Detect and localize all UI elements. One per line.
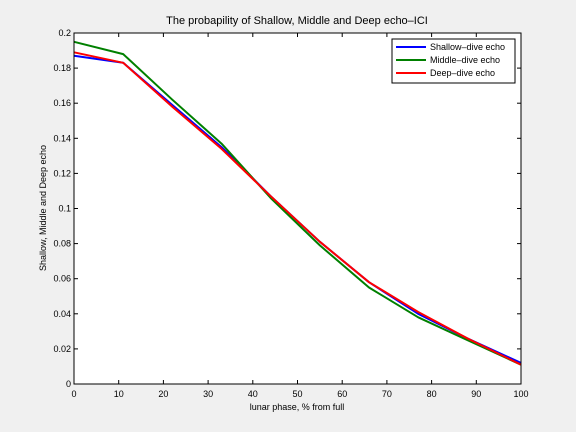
chart-title: The probapility of Shallow, Middle and D… (166, 15, 428, 27)
legend-label-1: Middle–dive echo (430, 55, 500, 65)
x-tick-label: 80 (427, 389, 437, 399)
y-tick-label: 0.2 (58, 28, 71, 38)
x-tick-label: 50 (292, 389, 302, 399)
y-tick-label: 0.16 (53, 98, 71, 108)
y-tick-label: 0 (66, 379, 71, 389)
x-tick-label: 60 (337, 389, 347, 399)
x-axis-label: lunar phase, % from full (250, 402, 345, 412)
x-tick-label: 20 (158, 389, 168, 399)
x-tick-label: 70 (382, 389, 392, 399)
legend: Shallow–dive echo Middle–dive echo Deep–di… (391, 38, 516, 84)
plot-area (74, 33, 521, 384)
x-tick-label: 30 (203, 389, 213, 399)
x-tick-label: 90 (471, 389, 481, 399)
y-tick-label: 0.08 (53, 239, 71, 249)
x-tick-label: 40 (248, 389, 258, 399)
legend-label-0: Shallow–dive echo (430, 42, 505, 52)
series-line-1 (73, 40, 522, 366)
y-tick-label: 0.02 (53, 344, 71, 354)
y-axis-label: Shallow, Middle and Deep echo (38, 145, 48, 271)
y-tick-label: 0.12 (53, 168, 71, 178)
legend-label-2: Deep–dive echo (430, 68, 495, 78)
series-line-2 (73, 51, 522, 366)
axes-box (73, 32, 522, 385)
y-tick-label: 0.04 (53, 309, 71, 319)
x-tick-label: 100 (513, 389, 528, 399)
series-layer (73, 40, 522, 366)
y-tick-label: 0.06 (53, 274, 71, 284)
ticks-layer: 0 10 20 30 40 50 60 70 80 90 100 0 0.02 0.04 0.06 0.08 0… (53, 28, 528, 399)
x-tick-label: 10 (114, 389, 124, 399)
y-tick-label: 0.18 (53, 63, 71, 73)
x-tick-label: 0 (71, 389, 76, 399)
y-tick-label: 0.14 (53, 133, 71, 143)
y-tick-label: 0.1 (58, 204, 71, 214)
